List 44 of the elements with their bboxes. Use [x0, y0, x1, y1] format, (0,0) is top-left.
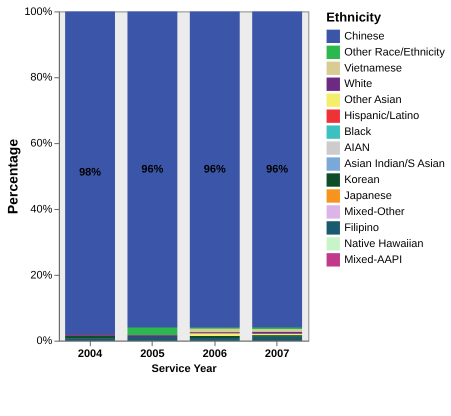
legend-label: Other Asian [344, 94, 402, 106]
x-axis-title: Service Year [152, 363, 218, 376]
bar [190, 338, 240, 341]
x-tick-label: 2006 [202, 348, 227, 360]
bar [190, 11, 240, 328]
y-tick-label: 40% [30, 203, 53, 216]
legend-label: White [344, 78, 372, 90]
y-tick-label: 20% [30, 269, 53, 282]
bar [127, 11, 178, 328]
legend-label: Japanese [344, 190, 392, 202]
legend-label: Vietnamese [344, 62, 402, 74]
legend-label: Mixed-AAPI [344, 254, 402, 266]
legend-label: Black [344, 126, 372, 138]
bar [252, 336, 302, 341]
legend-label: Filipino [344, 222, 379, 234]
x-tick-label: 2005 [140, 348, 165, 360]
legend-label: Mixed-Other [344, 206, 405, 218]
bar [190, 328, 240, 332]
data-label: 96% [204, 163, 226, 176]
data-label: 98% [79, 166, 102, 179]
legend-label: Chinese [344, 30, 384, 42]
bar [252, 11, 302, 328]
y-tick-label: 100% [24, 6, 53, 18]
legend-label: Korean [344, 174, 380, 186]
legend-label: Native Hawaiian [344, 238, 424, 250]
legend-label: Hispanic/Latino [344, 110, 420, 122]
bar [65, 11, 115, 334]
data-label: 96% [266, 163, 288, 176]
y-axis-title: Percentage [4, 138, 20, 214]
y-tick-label: 80% [30, 72, 53, 84]
bar [127, 327, 178, 336]
bar [65, 336, 115, 338]
legend-label: Asian Indian/S Asian [344, 158, 445, 170]
x-tick-label: 2004 [78, 348, 104, 360]
bar [252, 329, 302, 332]
legend-label: Other Race/Ethnicity [344, 46, 446, 58]
legend-title: Ethnicity [326, 9, 382, 24]
x-tick-label: 2007 [264, 348, 290, 360]
legend-label: AIAN [344, 142, 370, 154]
data-label: 96% [141, 163, 164, 176]
y-tick-label: 0% [36, 335, 53, 348]
bar [190, 333, 240, 336]
bar [127, 337, 178, 341]
y-tick-label: 60% [30, 138, 53, 150]
